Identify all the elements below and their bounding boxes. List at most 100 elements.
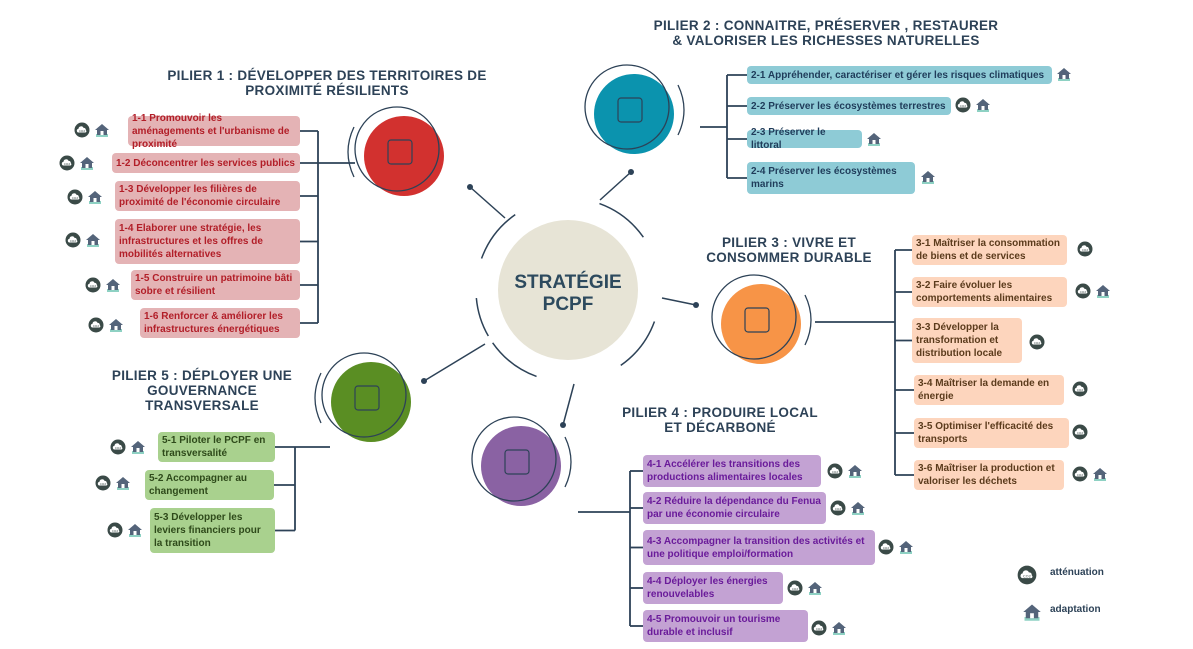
- svg-text:CO2: CO2: [1034, 341, 1040, 345]
- objective-box: 3-2 Faire évoluer les comportements alim…: [912, 277, 1067, 307]
- objective-box: 5-1 Piloter le PCPF en transversalité: [158, 432, 275, 462]
- title-line: TRANSVERSALE: [145, 398, 259, 413]
- svg-text:CO2: CO2: [100, 482, 106, 486]
- objective-box: 5-2 Accompagner au changement: [145, 470, 274, 500]
- spoke-dot: [628, 169, 634, 175]
- svg-text:CO2: CO2: [90, 284, 96, 288]
- co2-cloud-icon: CO2: [65, 232, 81, 248]
- p5-title: PILIER 5 : DÉPLOYER UNE GOUVERNANCE TRANSV…: [112, 368, 292, 413]
- title-line: & VALORISER LES RICHESSES NATURELLES: [672, 33, 980, 48]
- svg-text:CO2: CO2: [115, 446, 121, 450]
- objective-box: 3-3 Développer la transformation et dist…: [912, 318, 1022, 363]
- co2-cloud-icon: CO2: [1077, 241, 1093, 257]
- house-icon: [1092, 466, 1108, 482]
- co2-cloud-icon: CO2: [88, 317, 104, 333]
- center-title-line1: STRATÉGIE: [514, 272, 622, 293]
- svg-text:CO2: CO2: [72, 196, 78, 200]
- center-circle: [498, 220, 638, 360]
- p1-ring: [354, 106, 440, 192]
- center-arc: [620, 321, 656, 366]
- co2-cloud-icon: CO2: [955, 97, 971, 113]
- center-arc: [492, 342, 537, 378]
- p4-circle: [481, 426, 561, 506]
- co2-cloud-icon: CO2: [1017, 565, 1037, 585]
- center-arc: [475, 297, 489, 337]
- house-icon: [108, 317, 124, 333]
- spoke-line: [599, 171, 632, 201]
- co2-cloud-icon: CO2: [74, 122, 90, 138]
- co2-cloud-icon: CO2: [95, 475, 111, 491]
- svg-text:CO2: CO2: [1082, 248, 1088, 252]
- spoke-line: [661, 297, 697, 306]
- p5-circle: [331, 362, 411, 442]
- house-icon: [115, 475, 131, 491]
- co2-cloud-icon: CO2: [59, 155, 75, 171]
- spoke-dot: [467, 184, 473, 190]
- svg-text:CO2: CO2: [93, 324, 99, 328]
- p4-title: PILIER 4 : PRODUIRE LOCAL ET DÉCARBONÉ: [622, 405, 818, 435]
- spoke-dot: [560, 422, 566, 428]
- title-line: PILIER 4 : PRODUIRE LOCAL: [622, 405, 818, 420]
- p1-circle: [364, 116, 444, 196]
- svg-text:CO2: CO2: [1023, 575, 1032, 579]
- co2-cloud-icon: CO2: [85, 277, 101, 293]
- p1-bracket: [347, 126, 355, 178]
- house-icon: [79, 155, 95, 171]
- objective-box: 4-5 Promouvoir un tourisme durable et in…: [643, 610, 808, 642]
- p2-title: PILIER 2 : CONNAITRE, PRÉSERVER , RESTAU…: [654, 18, 999, 48]
- objective-box: 3-5 Optimiser l'efficacité des transport…: [914, 418, 1069, 448]
- co2-cloud-icon: CO2: [107, 522, 123, 538]
- title-line: PILIER 1 : DÉVELOPPER DES TERRITOIRES DE: [167, 68, 487, 83]
- house-icon: [127, 522, 143, 538]
- svg-text:CO2: CO2: [960, 104, 966, 108]
- house-icon: [105, 277, 121, 293]
- objective-box: 1-1 Promouvoir les aménagements et l'urb…: [128, 113, 300, 150]
- objective-box: 3-6 Maîtriser la production et valoriser…: [914, 460, 1064, 490]
- house-icon: [975, 97, 991, 113]
- spoke-dot: [421, 378, 427, 384]
- house-icon: [94, 122, 110, 138]
- recycle-bag-icon: [744, 307, 770, 333]
- objective-box: 5-3 Développer les leviers financiers po…: [150, 508, 275, 553]
- p3-title: PILIER 3 : VIVRE ET CONSOMMER DURABLE: [706, 235, 872, 265]
- house-icon: [898, 539, 914, 555]
- objective-box: 2-2 Préserver les écosystèmes terrestres: [747, 97, 951, 115]
- house-icon: [1056, 66, 1072, 82]
- objective-box: 4-2 Réduire la dépendance du Fenua par u…: [643, 492, 826, 524]
- objective-box: 4-1 Accélérer les transitions des produc…: [643, 455, 821, 487]
- spoke-line: [562, 383, 575, 426]
- objective-box: 2-3 Préserver le littoral: [747, 127, 862, 151]
- house-icon: [87, 189, 103, 205]
- objective-box: 1-6 Renforcer & améliorer les infrastruc…: [140, 308, 300, 338]
- legend-adaptation-label: adaptation: [1050, 604, 1101, 615]
- spoke-dot: [693, 302, 699, 308]
- center-title-line2: PCPF: [542, 294, 594, 315]
- p2-ring: [584, 64, 670, 150]
- title-line: GOUVERNANCE: [147, 383, 257, 398]
- svg-text:CO2: CO2: [79, 129, 85, 133]
- p1-title: PILIER 1 : DÉVELOPPER DES TERRITOIRES DE…: [167, 68, 486, 98]
- center-arc: [480, 214, 516, 259]
- co2-cloud-icon: CO2: [110, 439, 126, 455]
- co2-cloud-icon: CO2: [1072, 466, 1088, 482]
- svg-text:CO2: CO2: [112, 529, 118, 533]
- house-icon: [831, 620, 847, 636]
- p5-bracket: [314, 372, 322, 424]
- svg-text:CO2: CO2: [835, 507, 841, 511]
- objective-box: 1-2 Déconcentrer les services publics: [112, 153, 300, 173]
- svg-text:CO2: CO2: [832, 470, 838, 474]
- buildings-icon: [387, 139, 413, 165]
- handshake-icon: [354, 385, 380, 411]
- house-icon: [1095, 283, 1111, 299]
- svg-text:CO2: CO2: [883, 546, 889, 550]
- p3-bracket: [804, 294, 812, 346]
- title-line: PILIER 5 : DÉPLOYER UNE: [111, 368, 293, 383]
- title-line: PILIER 3 : VIVRE ET: [722, 235, 856, 250]
- house-icon: [920, 169, 936, 185]
- co2-cloud-icon: CO2: [1075, 283, 1091, 299]
- house-icon: [866, 131, 882, 147]
- title-line: ET DÉCARBONÉ: [664, 420, 776, 435]
- title-line: PILIER 2 : CONNAITRE, PRÉSERVER , RESTAU…: [653, 18, 999, 33]
- p3-ring: [711, 274, 797, 360]
